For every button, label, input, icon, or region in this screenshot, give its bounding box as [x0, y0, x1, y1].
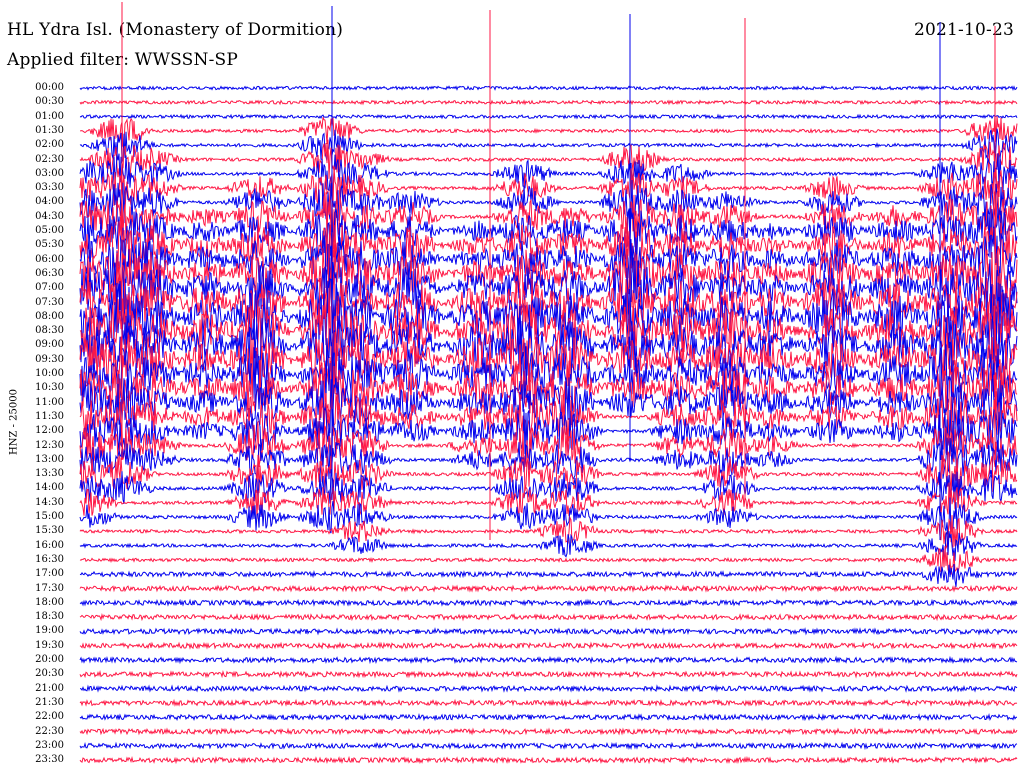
time-label: 15:00 — [35, 511, 64, 522]
time-label: 16:30 — [35, 553, 64, 565]
seismic-trace — [79, 612, 1018, 622]
time-label: 12:00 — [35, 425, 64, 437]
time-label: 23:30 — [35, 754, 64, 766]
seismic-trace — [79, 669, 1018, 679]
time-label: 08:00 — [35, 310, 64, 322]
seismic-trace — [79, 179, 1018, 224]
time-label: 18:30 — [35, 611, 64, 623]
time-label: 13:00 — [35, 453, 64, 465]
seismic-trace — [79, 128, 1018, 165]
seismic-trace — [79, 684, 1018, 693]
seismic-trace — [79, 437, 1018, 480]
time-label: 19:00 — [35, 625, 64, 637]
time-label: 21:00 — [35, 682, 64, 694]
seismic-trace — [79, 469, 1018, 505]
time-label: 15:30 — [35, 525, 64, 537]
seismic-trace — [79, 139, 1018, 181]
time-label: 05:00 — [35, 225, 64, 236]
seismic-trace — [79, 727, 1018, 736]
time-label: 02:00 — [35, 139, 64, 151]
seismic-trace — [79, 153, 1018, 192]
time-label: 22:00 — [35, 711, 64, 723]
seismic-trace — [79, 563, 1018, 587]
seismic-trace — [79, 166, 1018, 210]
time-label: 22:30 — [35, 725, 64, 737]
time-label: 03:00 — [35, 167, 64, 179]
seismic-trace — [79, 655, 1018, 665]
seismic-trace — [79, 406, 1018, 457]
seismic-trace — [79, 263, 1018, 340]
time-label: 06:30 — [35, 267, 64, 279]
seismic-trace — [79, 530, 1018, 561]
seismic-trace — [79, 698, 1018, 708]
seismic-trace — [79, 546, 1018, 575]
time-label: 09:30 — [35, 353, 64, 365]
time-label: 03:30 — [35, 182, 64, 194]
seismic-trace — [79, 741, 1018, 751]
seismic-trace — [79, 497, 1018, 535]
time-label: 14:00 — [35, 482, 64, 494]
seismic-trace — [79, 598, 1018, 607]
seismic-trace — [79, 755, 1018, 765]
station-title: HL Ydra Isl. (Monastery of Dormition) — [7, 20, 344, 40]
time-label: 04:00 — [35, 196, 64, 208]
seismic-trace — [79, 99, 1018, 106]
time-label: 12:30 — [35, 439, 64, 451]
time-label: 14:30 — [35, 496, 64, 508]
time-label: 09:00 — [35, 339, 64, 351]
seismic-trace — [79, 113, 1018, 120]
seismic-trace — [79, 85, 1018, 92]
seismic-trace — [79, 375, 1018, 434]
time-label: 20:00 — [35, 654, 64, 665]
seismic-trace — [79, 712, 1017, 722]
seismic-trace — [79, 641, 1018, 650]
seismic-trace — [79, 584, 1018, 593]
time-label: 19:30 — [35, 639, 64, 651]
time-label: 00:30 — [35, 96, 64, 108]
seismic-trace — [79, 257, 1018, 322]
time-label: 21:30 — [35, 696, 64, 708]
seismic-trace — [79, 482, 1018, 519]
seismic-trace — [79, 423, 1018, 470]
seismic-trace — [79, 627, 1018, 636]
time-label: 04:30 — [35, 210, 64, 222]
seismic-trace — [79, 215, 1018, 275]
time-label: 18:00 — [35, 596, 64, 608]
time-label: 11:00 — [35, 396, 64, 408]
time-label: 07:30 — [35, 296, 64, 308]
seismic-trace — [79, 115, 1018, 147]
seismic-trace — [79, 515, 1018, 550]
seismic-trace — [79, 207, 1018, 258]
time-label: 08:30 — [35, 325, 64, 337]
time-label: 10:00 — [35, 368, 64, 379]
time-label: 11:30 — [35, 410, 64, 422]
seismic-trace — [79, 277, 1018, 346]
time-label: 20:30 — [35, 668, 64, 680]
record-date: 2021-10-23 — [913, 20, 1014, 40]
time-label: 01:30 — [35, 124, 64, 136]
time-label: 06:00 — [35, 253, 64, 265]
seismic-trace — [79, 450, 1018, 495]
seismic-trace — [79, 190, 1018, 242]
time-label-column: 00:00 00:30 01:00 01:30 02:00 02:30 03:00 03:30… — [0, 0, 80, 780]
time-label: 00:00 — [35, 82, 64, 93]
time-label: 17:00 — [35, 568, 64, 580]
time-label: 13:30 — [35, 468, 64, 480]
time-label: 17:30 — [35, 582, 64, 594]
time-label: 07:00 — [35, 282, 64, 294]
seismic-trace — [79, 311, 1018, 379]
time-label: 23:00 — [35, 739, 64, 751]
seismic-trace — [79, 226, 1018, 289]
time-label: 02:30 — [35, 153, 64, 165]
seismic-trace — [79, 341, 1018, 404]
time-label: 16:00 — [35, 539, 64, 551]
time-label: 05:30 — [35, 239, 64, 251]
time-label: 01:00 — [35, 110, 64, 122]
time-label: 10:30 — [35, 382, 64, 394]
